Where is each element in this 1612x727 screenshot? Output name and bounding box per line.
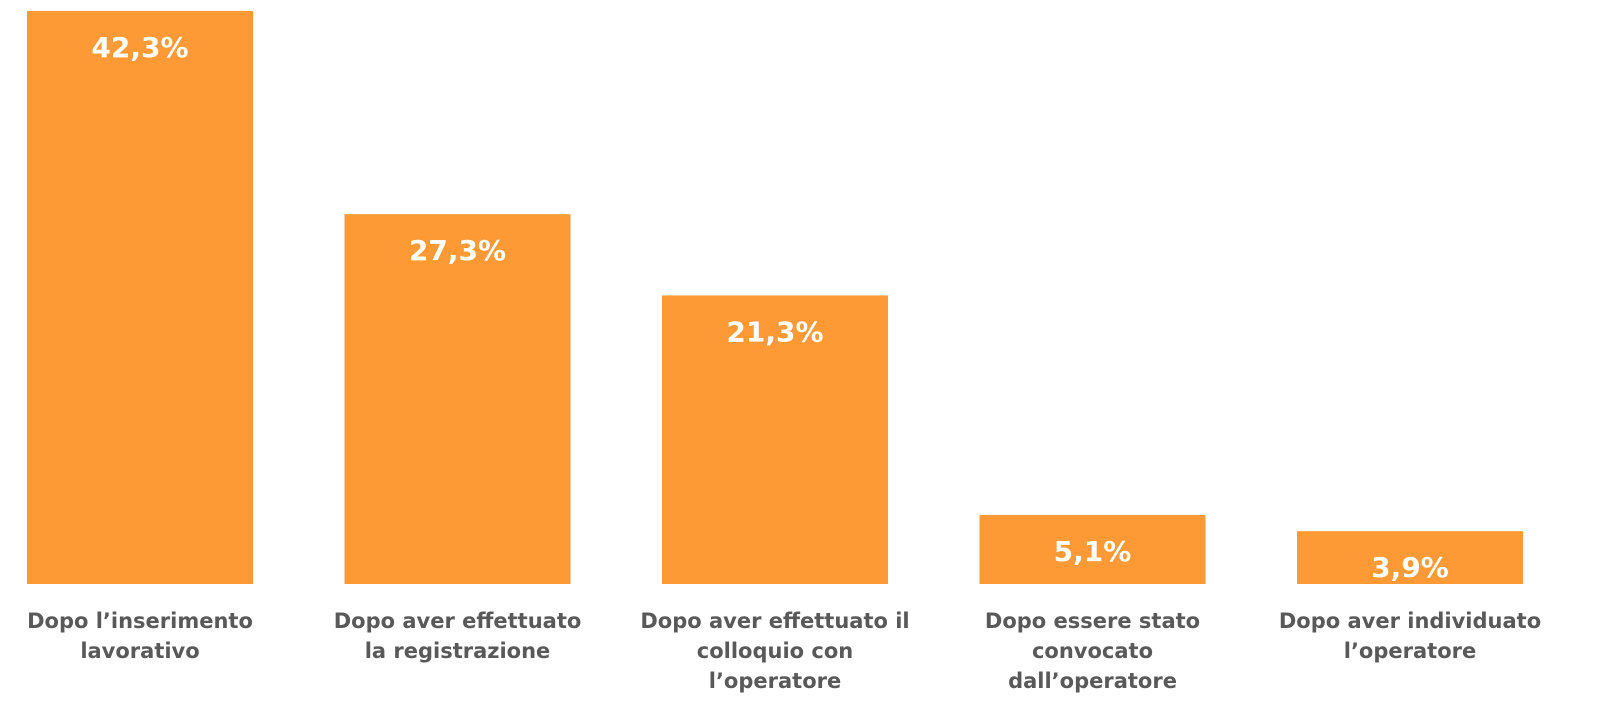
x-tick-label: Dopo aver effettuato la registrazione [333, 609, 582, 663]
value-label: 27,3% [409, 234, 506, 267]
x-tick-label: Dopo essere stato convocato dall’operato… [984, 609, 1201, 693]
value-label: 21,3% [726, 315, 823, 348]
bar [1297, 531, 1523, 584]
value-label: 5,1% [1054, 535, 1132, 568]
bar [662, 295, 888, 584]
x-tick-label: Dopo l’inserimento lavorativo [27, 609, 253, 663]
bar [27, 11, 253, 584]
bar [979, 514, 1206, 584]
bar [344, 214, 571, 585]
value-label: 3,9% [1371, 551, 1449, 584]
x-tick-label: Dopo aver individuato l’operatore [1278, 609, 1542, 663]
value-label: 42,3% [91, 31, 188, 64]
x-tick-label: Dopo aver effettuato il colloquio con l’… [640, 609, 910, 693]
